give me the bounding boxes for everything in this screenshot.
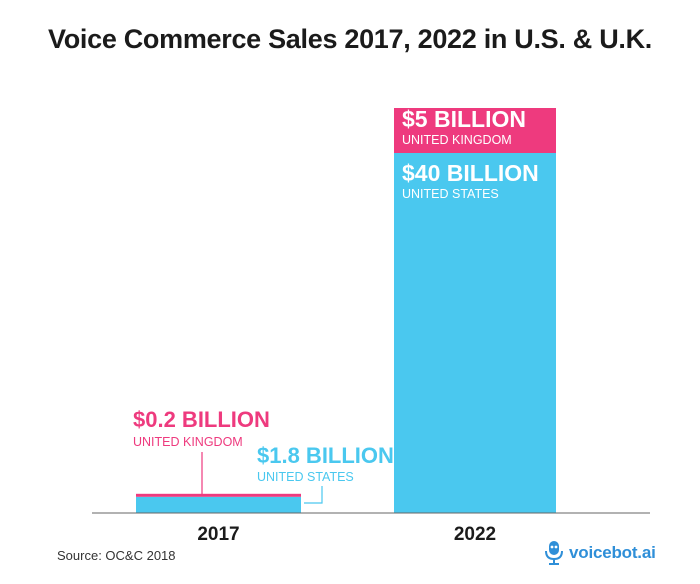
source-note: Source: OC&C 2018 [57,548,176,563]
bar-uk-2017 [136,493,301,497]
leader-us-2017 [304,486,323,504]
x-tick-2022: 2022 [454,524,496,545]
label-uk-2022-name: UNITED KINGDOM [402,133,512,147]
label-us-2022-value: $40 BILLION [402,160,539,186]
label-us-2022-name: UNITED STATES [402,187,499,201]
x-tick-2017: 2017 [197,524,239,545]
microphone-robot-icon [545,541,563,565]
page-title: Voice Commerce Sales 2017, 2022 in U.S. … [48,24,652,54]
label-uk-2022-value: $5 BILLION [402,106,526,132]
bar-us-2017 [136,496,301,513]
label-us-2017-value: $1.8 BILLION [257,443,394,468]
label-uk-2017-value: $0.2 BILLION [133,407,270,432]
label-uk-2017-name: UNITED KINGDOM [133,435,243,449]
brand-name: voicebot.ai [569,543,656,562]
bar-us-2022 [394,153,556,513]
brand-logo: voicebot.ai [544,540,656,566]
bar-uk-2022 [394,108,556,153]
label-us-2017-name: UNITED STATES [257,470,354,484]
